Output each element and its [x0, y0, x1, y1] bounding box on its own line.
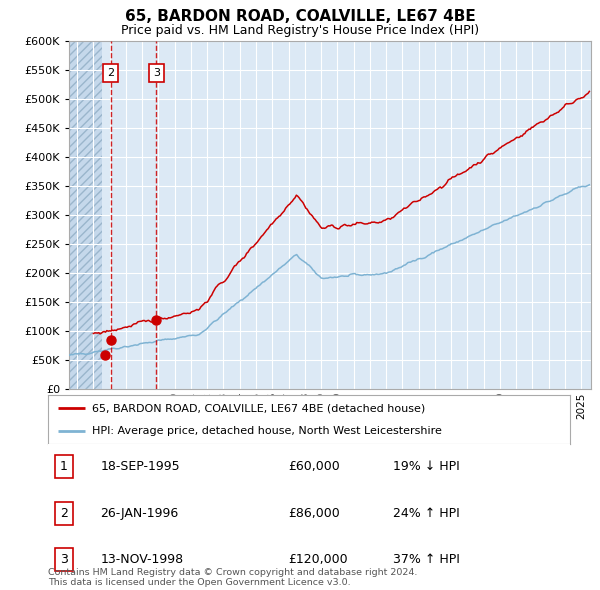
Text: 65, BARDON ROAD, COALVILLE, LE67 4BE (detached house): 65, BARDON ROAD, COALVILLE, LE67 4BE (de… [92, 404, 425, 414]
Text: £86,000: £86,000 [288, 506, 340, 520]
Text: 3: 3 [60, 553, 68, 566]
Bar [69, 41, 101, 389]
Text: 37% ↑ HPI: 37% ↑ HPI [392, 553, 460, 566]
Text: £120,000: £120,000 [288, 553, 348, 566]
Text: Price paid vs. HM Land Registry's House Price Index (HPI): Price paid vs. HM Land Registry's House … [121, 24, 479, 37]
Text: 3: 3 [153, 68, 160, 78]
Text: 1: 1 [60, 460, 68, 473]
Text: 2: 2 [107, 68, 115, 78]
Text: 2: 2 [60, 506, 68, 520]
Text: 19% ↓ HPI: 19% ↓ HPI [392, 460, 459, 473]
Text: 18-SEP-1995: 18-SEP-1995 [100, 460, 180, 473]
Text: HPI: Average price, detached house, North West Leicestershire: HPI: Average price, detached house, Nort… [92, 425, 442, 435]
Text: 26-JAN-1996: 26-JAN-1996 [100, 506, 178, 520]
Text: 13-NOV-1998: 13-NOV-1998 [100, 553, 184, 566]
Text: 65, BARDON ROAD, COALVILLE, LE67 4BE: 65, BARDON ROAD, COALVILLE, LE67 4BE [125, 9, 475, 24]
Text: Contains HM Land Registry data © Crown copyright and database right 2024.
This d: Contains HM Land Registry data © Crown c… [48, 568, 418, 587]
Text: £60,000: £60,000 [288, 460, 340, 473]
Text: 24% ↑ HPI: 24% ↑ HPI [392, 506, 459, 520]
